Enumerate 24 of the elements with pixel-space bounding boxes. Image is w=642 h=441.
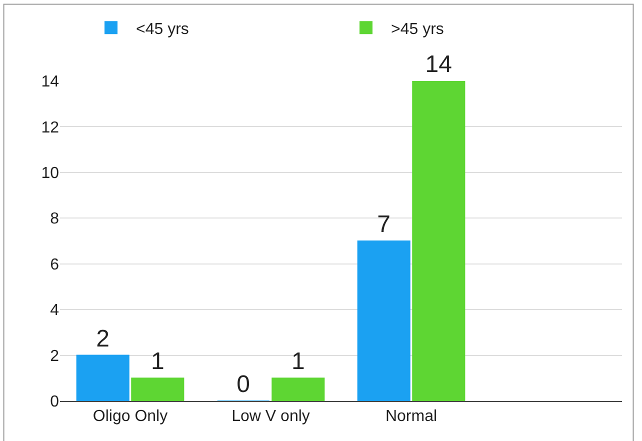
y-tick-label: 8 [50,210,60,228]
x-tick-label: Normal [385,408,438,426]
legend-label: <45 yrs [136,20,189,38]
bar [272,378,325,401]
data-label: 0 [236,371,250,398]
x-tick-label: Oligo Only [92,408,168,426]
bar [412,81,466,401]
y-tick-label: 10 [41,165,60,182]
bar [76,354,130,401]
legend-label: >45 yrs [391,20,444,38]
bar [357,240,410,401]
y-tick-label: 0 [50,394,60,411]
x-tick-label: Low V only [232,408,310,426]
data-label: 2 [96,325,110,352]
y-tick-label: 12 [41,119,60,136]
data-label: 1 [150,348,164,376]
y-tick-label: 4 [50,302,60,320]
data-label: 1 [291,348,305,376]
bar [131,378,184,401]
y-tick-label: 14 [41,74,60,91]
y-tick-label: 6 [50,256,60,274]
data-label: 14 [425,51,452,78]
y-tick-label: 2 [50,348,60,365]
data-label: 7 [377,211,391,238]
